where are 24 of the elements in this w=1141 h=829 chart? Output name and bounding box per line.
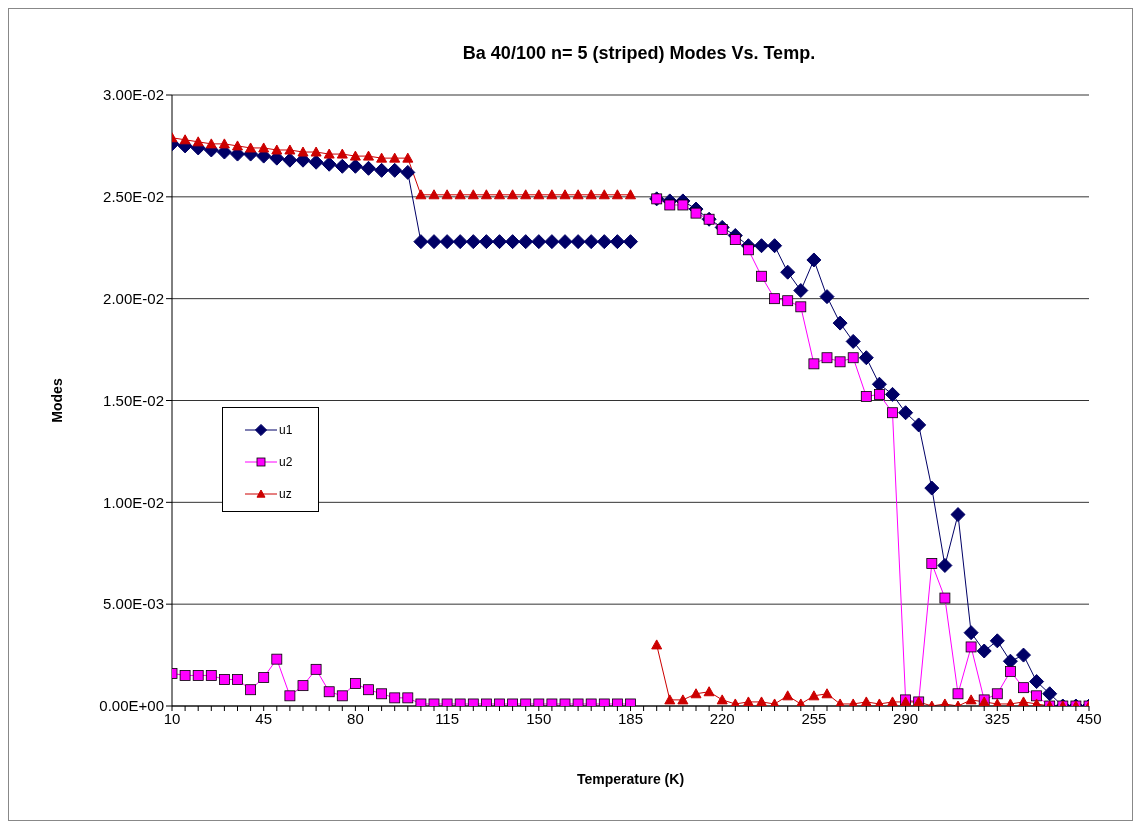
x-tick-label: 220 <box>709 709 735 727</box>
x-tick-label: 450 <box>1076 709 1102 727</box>
x-tick-label: 185 <box>617 709 644 727</box>
x-tick-label: 45 <box>255 709 273 727</box>
chart-title: Ba 40/100 n= 5 (striped) Modes Vs. Temp. <box>461 43 817 64</box>
y-tick-label: 3.00E-02 <box>103 86 164 104</box>
y-tick-label: 1.50E-02 <box>103 391 164 409</box>
x-tick-label: 80 <box>347 709 364 727</box>
x-tick-label: 10 <box>163 709 181 727</box>
y-tick-label: 2.00E-02 <box>103 289 164 307</box>
y-axis-title: Modes <box>48 378 65 423</box>
y-tick-label: 1.00E-02 <box>103 493 164 511</box>
x-axis-title: Temperature (K) <box>576 771 685 787</box>
y-tick-label: 5.00E-03 <box>103 595 164 613</box>
x-tick-label: 325 <box>984 709 1010 727</box>
y-tick-label: 0.00E+00 <box>99 697 164 715</box>
x-tick-label: 150 <box>526 709 552 727</box>
legend-label: u2 <box>279 455 293 469</box>
legend-label: u1 <box>279 423 293 437</box>
x-tick-label: 255 <box>801 709 827 727</box>
x-tick-label: 290 <box>893 709 919 727</box>
y-tick-label: 2.50E-02 <box>103 188 164 206</box>
x-tick-label: 115 <box>435 709 460 727</box>
legend-label: uz <box>279 487 292 501</box>
